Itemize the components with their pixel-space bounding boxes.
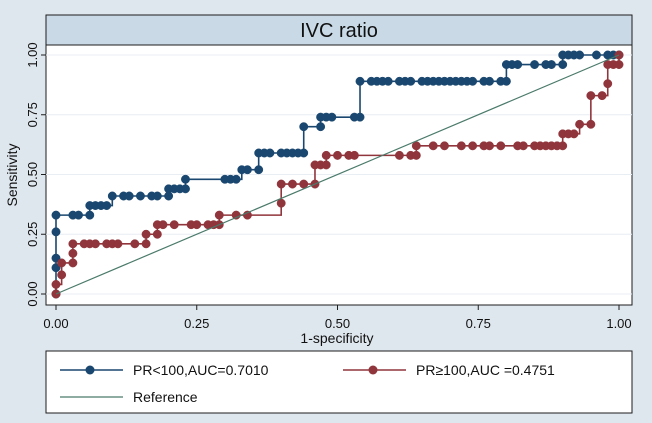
legend-key-marker xyxy=(85,365,95,375)
data-point xyxy=(575,119,585,129)
data-point xyxy=(85,210,95,220)
data-point xyxy=(406,76,416,86)
data-point xyxy=(603,79,613,89)
legend-label: PR≥100,AUC =0.4751 xyxy=(416,362,555,378)
series-3 xyxy=(55,54,620,295)
x-axis-label: 1-specificity xyxy=(300,330,373,346)
data-point xyxy=(485,141,494,151)
data-point xyxy=(518,141,528,151)
data-point xyxy=(496,141,506,151)
legend: PR<100,AUC=0.7010 PR≥100,AUC =0.4751 Refer… xyxy=(60,362,555,405)
data-point xyxy=(349,150,359,160)
data-point xyxy=(265,148,275,158)
data-point xyxy=(102,201,112,211)
data-point xyxy=(57,258,67,268)
data-point xyxy=(74,210,83,220)
legend-box xyxy=(45,350,633,414)
series-layer xyxy=(51,50,624,299)
data-point xyxy=(468,76,478,86)
data-point xyxy=(321,150,331,160)
data-point xyxy=(141,229,151,239)
data-point xyxy=(327,112,337,122)
data-point xyxy=(152,191,162,201)
data-point xyxy=(592,50,601,60)
data-point xyxy=(141,239,151,249)
data-point xyxy=(501,76,511,86)
data-point xyxy=(231,174,241,184)
data-point xyxy=(68,258,78,268)
data-point xyxy=(321,160,331,170)
data-point xyxy=(254,165,264,175)
data-point xyxy=(383,76,393,86)
data-point xyxy=(181,184,190,194)
data-point xyxy=(575,50,585,60)
y-tick-label: 0.75 xyxy=(25,102,40,127)
reference-line xyxy=(55,54,620,295)
data-point xyxy=(113,239,123,249)
x-tick-label: 0.75 xyxy=(466,316,491,331)
data-point xyxy=(394,150,404,160)
data-point xyxy=(299,148,309,158)
data-point xyxy=(214,210,224,220)
title-bar xyxy=(45,14,633,46)
series-1 xyxy=(51,50,624,299)
data-point xyxy=(558,60,568,70)
data-point xyxy=(51,227,61,237)
data-point xyxy=(68,248,78,258)
y-tick-label: 0.50 xyxy=(25,162,40,187)
x-tick-label: 0.00 xyxy=(43,316,68,331)
data-point xyxy=(107,191,117,201)
data-point xyxy=(192,220,202,230)
axes: 0.00 0.25 0.50 0.75 1.00 0.00 0.25 0.50 0.75 1.00 xyxy=(25,42,632,331)
x-tick-label: 0.50 xyxy=(325,316,350,331)
data-point xyxy=(513,60,523,70)
data-point xyxy=(614,60,624,70)
data-point xyxy=(152,229,162,239)
data-point xyxy=(569,129,579,139)
data-point xyxy=(316,122,326,132)
data-point xyxy=(51,279,61,289)
data-point xyxy=(130,239,140,249)
data-point xyxy=(597,91,607,101)
data-point xyxy=(411,150,421,160)
data-point xyxy=(586,119,596,129)
data-point xyxy=(546,60,556,70)
data-point xyxy=(158,220,168,230)
y-tick-label: 0.25 xyxy=(25,222,40,247)
legend-label: Reference xyxy=(133,389,198,405)
legend-key-marker xyxy=(368,365,378,375)
data-point xyxy=(90,239,100,249)
data-point xyxy=(355,112,365,122)
data-point xyxy=(68,239,78,249)
data-point xyxy=(440,141,449,151)
data-point xyxy=(456,141,466,151)
y-tick-label: 1.00 xyxy=(25,42,40,67)
x-tick-label: 1.00 xyxy=(606,316,631,331)
data-point xyxy=(355,76,365,86)
data-point xyxy=(242,165,252,175)
data-point xyxy=(468,141,478,151)
data-point xyxy=(276,179,286,189)
y-axis-label: Sensitivity xyxy=(4,143,20,206)
chart-title: IVC ratio xyxy=(300,20,378,42)
data-point xyxy=(169,220,179,230)
series-2 xyxy=(51,50,624,299)
data-point xyxy=(51,210,61,220)
data-point xyxy=(181,174,190,184)
x-tick-label: 0.25 xyxy=(184,316,209,331)
data-point xyxy=(428,141,438,151)
data-point xyxy=(586,91,596,101)
data-point xyxy=(558,141,568,151)
data-point xyxy=(299,122,309,132)
data-point xyxy=(288,179,297,189)
data-point xyxy=(57,270,67,280)
data-point xyxy=(530,60,539,70)
data-point xyxy=(485,76,494,86)
legend-label: PR<100,AUC=0.7010 xyxy=(133,362,269,378)
y-tick-label: 0.00 xyxy=(25,281,40,306)
data-point xyxy=(333,150,342,160)
data-point xyxy=(124,191,134,201)
data-point xyxy=(136,191,145,201)
